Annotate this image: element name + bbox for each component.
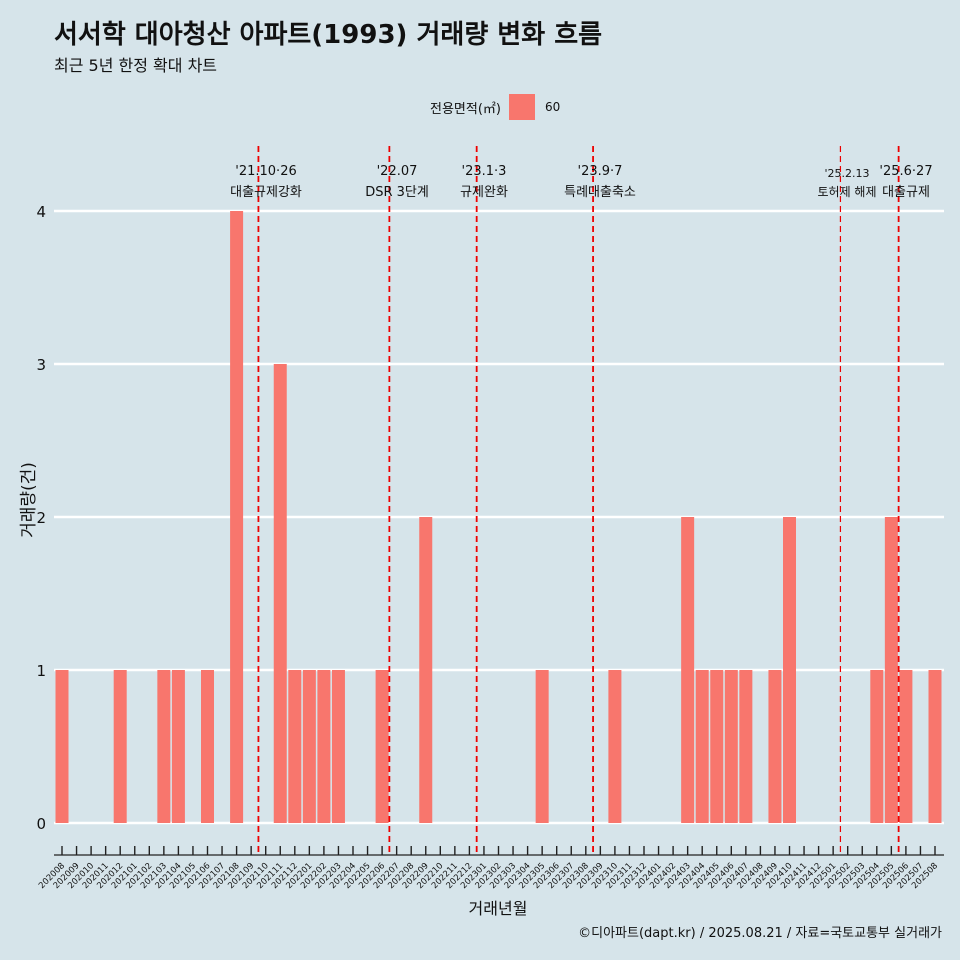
bar-202103 (157, 670, 171, 823)
event-text-label: DSR 3단계 (365, 185, 429, 200)
bar-202404 (695, 670, 709, 823)
bar-202504 (870, 670, 884, 823)
bar-202106 (201, 670, 214, 823)
event-text-label: 대출규제강화 (230, 185, 302, 200)
bar-202409 (768, 670, 782, 823)
legend-swatch (508, 94, 535, 120)
grid-layer (54, 209, 944, 825)
bar-202201 (302, 670, 316, 823)
bar-202506 (899, 670, 913, 823)
legend: 전용면적(㎡) 60 (430, 94, 560, 120)
axis-layer: 0123420200820200920201020201120201220210… (36, 203, 944, 891)
bar-202206 (375, 670, 389, 823)
bar-202209 (419, 517, 433, 823)
chart-subtitle: 최근 5년 한정 확대 차트 (54, 56, 218, 75)
event-text-label: 특례대출축소 (564, 185, 636, 200)
bar-202305 (535, 670, 549, 823)
bar-202203 (331, 670, 345, 823)
bar-202202 (317, 670, 331, 823)
bar-202405 (710, 670, 724, 823)
bar-202111 (273, 364, 287, 823)
source-caption: ©디아파트(dapt.kr) / 2025.08.21 / 자료=국토교통부 실… (578, 926, 942, 941)
event-lines: '21.10·26 대출규제강화 '22.07 DSR 3단계 '23.1·3 규제완화 '… (230, 146, 933, 856)
bar-202403 (681, 517, 695, 823)
event-date-label: '23.9·7 (578, 164, 623, 179)
legend-title: 전용면적(㎡) (430, 101, 501, 117)
bar-202310 (608, 670, 622, 823)
legend-label: 60 (544, 100, 561, 114)
bar-202410 (783, 517, 796, 823)
event-date-label: '23.1·3 (462, 164, 507, 179)
event-date-label: '25.6·27 (879, 164, 932, 179)
chart-title: 서서학 대아청산 아파트(1993) 거래량 변화 흐름 (54, 20, 603, 50)
bar-202505 (884, 517, 898, 823)
y-tick-label: 4 (36, 203, 46, 221)
bar-layer (55, 211, 942, 823)
bar-202108 (230, 211, 244, 823)
y-tick-label: 1 (36, 662, 46, 680)
event-text-label: 대출규제 (882, 185, 930, 200)
y-tick-label: 0 (36, 815, 46, 833)
bar-202407 (739, 670, 753, 823)
event-text-label: 규제완화 (460, 185, 508, 200)
y-axis-title: 거래량(건) (19, 462, 39, 538)
bar-202104 (171, 670, 185, 823)
bar-202406 (724, 670, 738, 823)
event-date-label: '25.2.13 (824, 167, 869, 180)
event-text-label: 토허제 해제 (817, 185, 876, 199)
event-date-label: '21.10·26 (235, 164, 296, 179)
y-tick-label: 3 (36, 356, 46, 374)
y-tick-label: 2 (36, 509, 46, 527)
bar-202008 (55, 670, 69, 823)
x-axis-title: 거래년월 (469, 899, 528, 918)
bar-202012 (113, 670, 127, 823)
bar-202112 (288, 670, 302, 823)
bar-202508 (928, 670, 942, 823)
event-date-label: '22.07 (377, 164, 418, 179)
